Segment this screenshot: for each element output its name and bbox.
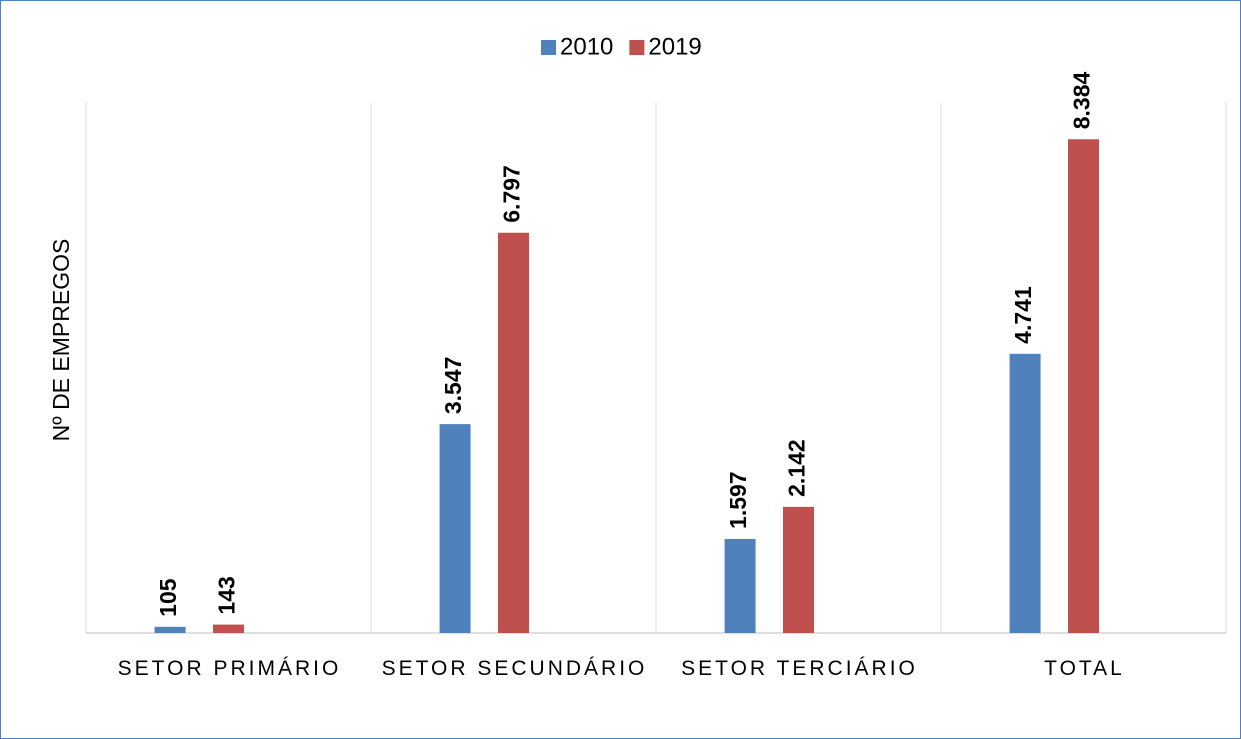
bar	[213, 624, 244, 633]
bar	[498, 232, 529, 633]
value-label: 4.741	[1010, 286, 1036, 344]
legend-label: 2010	[560, 33, 613, 60]
bar	[1009, 353, 1041, 633]
bar	[439, 424, 471, 633]
value-label: 6.797	[499, 165, 525, 223]
y-axis-title: Nº DE EMPREGOS	[48, 239, 74, 442]
x-tick-label: TOTAL	[1044, 657, 1125, 680]
x-tick-label: SETOR PRIMÁRIO	[117, 657, 342, 680]
legend-label: 2019	[648, 33, 701, 60]
value-label: 105	[155, 578, 181, 617]
value-label: 1.597	[725, 471, 751, 529]
value-label: 8.384	[1069, 72, 1095, 130]
x-tick-label: SETOR TERCIÁRIO	[681, 657, 918, 680]
bar	[154, 626, 186, 633]
value-label: 143	[214, 576, 240, 614]
bar	[783, 506, 814, 633]
bar	[1068, 139, 1099, 633]
bar	[724, 538, 756, 633]
value-label: 3.547	[440, 357, 466, 415]
value-label: 2.142	[784, 439, 810, 497]
x-tick-label: SETOR SECUNDÁRIO	[381, 657, 648, 680]
legend-swatch	[541, 40, 556, 55]
legend-swatch	[629, 40, 645, 55]
